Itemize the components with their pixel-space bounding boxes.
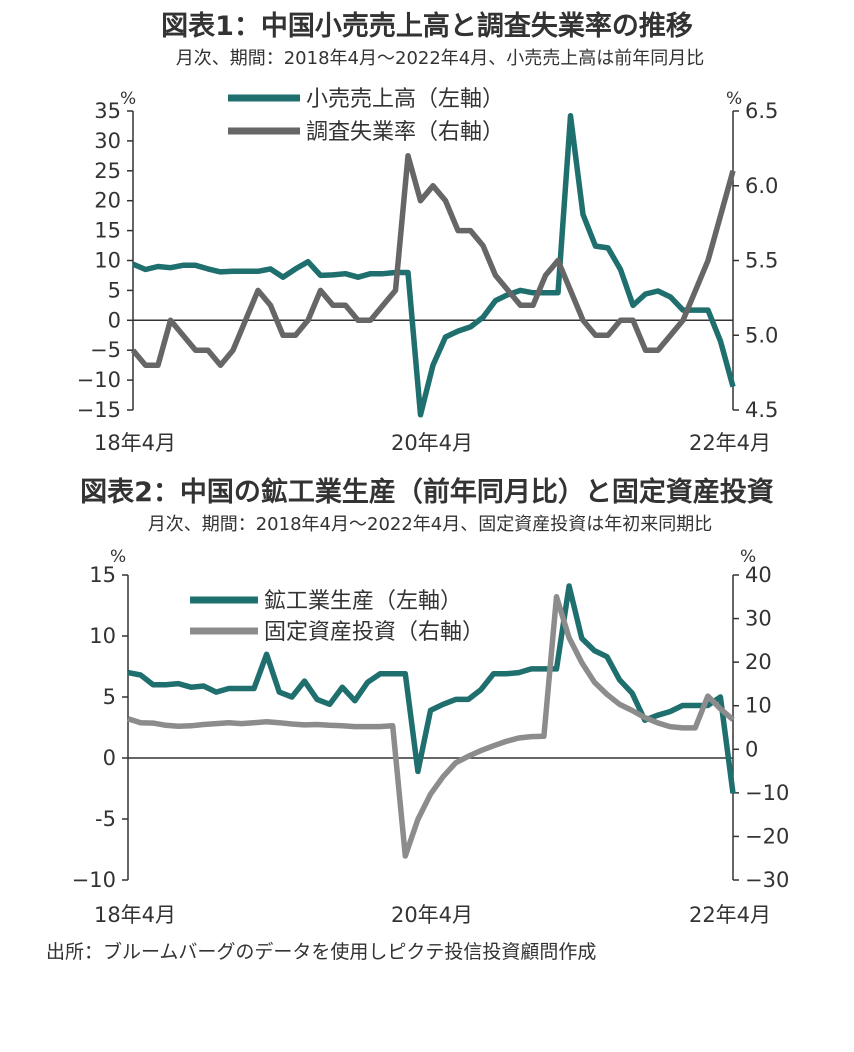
chart1-left-unit: % [120, 89, 136, 109]
left-tick-label: 30 [94, 129, 121, 153]
chart2-legend-fixed-asset: 固定資産投資（右軸） [264, 620, 484, 645]
chart1-legend-retail: 小売売上高（左軸） [306, 87, 504, 112]
series-line-secondary [127, 594, 735, 859]
left-tick-label: 10 [89, 624, 116, 648]
left-tick-label: −5 [90, 338, 121, 362]
chart1-left-tick-labels: 35 30 25 20 15 10 5 0 −5 −10 −15 [77, 99, 121, 422]
left-tick-label: 35 [94, 99, 121, 123]
right-tick-label: 4.5 [745, 398, 778, 422]
left-tick-label: -5 [95, 807, 116, 831]
x-tick-label: 20年4月 [391, 903, 473, 927]
right-tick-label: 20 [745, 650, 772, 674]
chart2-legend: 鉱工業生産（左軸） 固定資産投資（右軸） [190, 589, 484, 645]
left-tick-label: 25 [94, 159, 121, 183]
chart2-series [127, 583, 736, 859]
chart2-axes [122, 574, 739, 881]
chart2-right-tick-labels: 40 30 20 10 0 −10 −20 −30 [745, 563, 789, 892]
left-tick-label: 20 [94, 189, 121, 213]
chart2-x-tick-labels: 18年4月 20年4月 22年4月 [94, 903, 771, 927]
left-tick-label: 15 [89, 563, 116, 587]
left-tick-label: −10 [77, 368, 121, 392]
chart1-right-unit: % [726, 89, 742, 109]
series-line-primary [127, 583, 736, 794]
right-tick-label: 0 [745, 737, 758, 761]
chart1-title: 図表1：中国小売売上高と調査失業率の推移 [161, 10, 693, 42]
right-tick-label: 5.0 [745, 323, 778, 347]
left-tick-label: 0 [108, 308, 121, 332]
right-tick-label: 40 [745, 563, 772, 587]
x-tick-label: 22年4月 [689, 903, 771, 927]
x-tick-label: 20年4月 [391, 431, 473, 455]
left-tick-label: 15 [94, 219, 121, 243]
chart2: 図表2：中国の鉱工業生産（前年同月比）と固定資産投資 月次、期間：2018年4月… [72, 476, 790, 927]
x-tick-label: 22年4月 [689, 431, 771, 455]
right-tick-label: −30 [745, 868, 789, 892]
chart1-legend: 小売売上高（左軸） 調査失業率（右軸） [228, 87, 504, 145]
chart2-title: 図表2：中国の鉱工業生産（前年同月比）と固定資産投資 [80, 476, 774, 508]
right-tick-label: 30 [745, 607, 772, 631]
chart2-left-tick-labels: 15 10 5 0 -5 −10 [72, 563, 116, 892]
left-tick-label: 5 [108, 278, 121, 302]
right-tick-label: 10 [745, 694, 772, 718]
chart1-legend-unemployment: 調査失業率（右軸） [306, 120, 504, 145]
right-tick-label: 6.5 [745, 99, 778, 123]
right-tick-label: 6.0 [745, 174, 778, 198]
chart1-series [130, 113, 736, 418]
left-tick-label: −10 [72, 868, 116, 892]
right-tick-label: −20 [745, 824, 789, 848]
chart2-right-unit: % [740, 547, 756, 567]
chart1-right-tick-labels: 6.5 6.0 5.5 5.0 4.5 [745, 99, 778, 422]
chart2-subtitle: 月次、期間：2018年4月～2022年4月、固定資産投資は年初来同期比 [148, 514, 713, 535]
right-tick-label: 5.5 [745, 249, 778, 273]
chart2-legend-industrial: 鉱工業生産（左軸） [264, 589, 462, 614]
left-tick-label: −15 [77, 398, 121, 422]
series-line-primary [131, 113, 736, 418]
right-tick-label: −10 [745, 781, 789, 805]
series-line-secondary [130, 153, 736, 368]
left-tick-label: 5 [103, 685, 116, 709]
left-tick-label: 0 [103, 746, 116, 770]
chart1-x-tick-labels: 18年4月 20年4月 22年4月 [94, 431, 771, 455]
chart1: 図表1：中国小売売上高と調査失業率の推移 月次、期間：2018年4月～2022年… [77, 10, 779, 455]
source-note: 出所：ブルームバーグのデータを使用しピクテ投信投資顧問作成 [46, 940, 596, 963]
left-tick-label: 10 [94, 249, 121, 273]
chart1-subtitle: 月次、期間：2018年4月～2022年4月、小売売上高は前年同月比 [176, 48, 705, 69]
chart1-axes [127, 110, 739, 411]
chart2-left-unit: % [110, 547, 126, 567]
x-tick-label: 18年4月 [94, 431, 176, 455]
x-tick-label: 18年4月 [94, 903, 176, 927]
